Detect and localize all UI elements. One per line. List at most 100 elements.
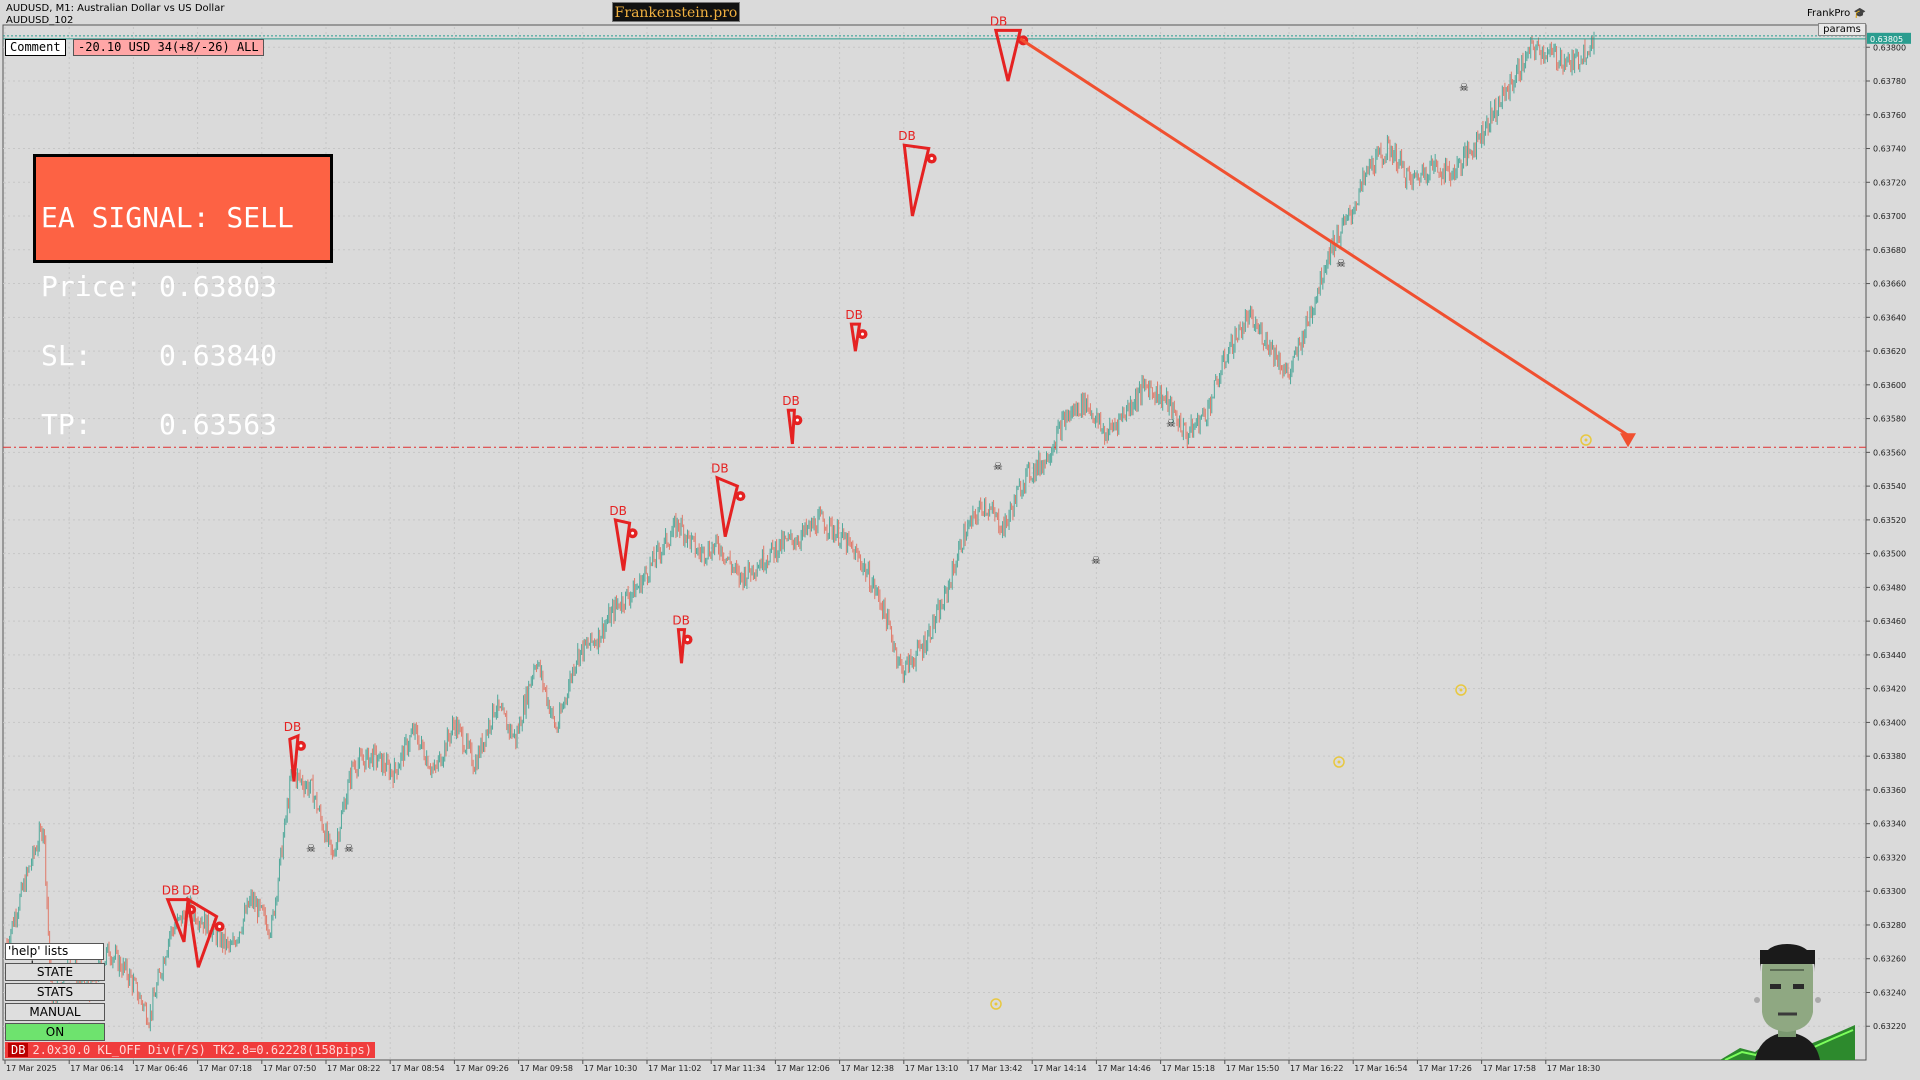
x-tick-label: 17 Mar 06:14	[70, 1064, 123, 1073]
y-tick-label: 0.63500	[1873, 550, 1906, 559]
price-axis: 0.63800 0.63780 0.63760 0.63740 0.63720 0.637…	[1866, 43, 1906, 1031]
db-label: DB	[898, 129, 915, 143]
y-tick-label: 0.63720	[1873, 178, 1906, 187]
ea-signal-panel: EA SIGNAL: SELL Price: 0.63803 SL: 0.638…	[33, 154, 333, 439]
skull-icon: ☠	[993, 460, 1003, 473]
x-tick-label: 17 Mar 12:38	[841, 1064, 894, 1073]
y-tick-label: 0.63580	[1873, 415, 1906, 424]
y-tick-label: 0.63460	[1873, 617, 1906, 626]
y-tick-label: 0.63800	[1873, 43, 1906, 52]
y-tick-label: 0.63480	[1873, 583, 1906, 592]
db-pattern-triangle	[849, 322, 862, 352]
status-tag: DB	[8, 1043, 29, 1057]
brand-logo-text[interactable]: Frankenstein.pro	[612, 2, 740, 22]
frankenstein-mascot-icon	[1720, 944, 1855, 1060]
manual-button[interactable]: MANUAL	[5, 1003, 105, 1021]
y-tick-label: 0.63640	[1873, 313, 1906, 322]
sell-signal-dot-core	[686, 638, 690, 642]
skull-icon: ☠	[1091, 554, 1101, 567]
sell-signal-dot-core	[738, 494, 742, 498]
db-label: DB	[845, 308, 862, 322]
current-price-label: 0.63805	[1870, 35, 1903, 44]
x-tick-label: 17 Mar 18:30	[1547, 1064, 1600, 1073]
y-tick-label: 0.63620	[1873, 347, 1906, 356]
skull-icon: ☠	[306, 842, 316, 855]
sell-signal-dot-core	[795, 418, 799, 422]
params-button[interactable]: params	[1818, 23, 1866, 36]
stats-button[interactable]: STATS	[5, 983, 105, 1001]
x-tick-label: 17 Mar 14:46	[1097, 1064, 1150, 1073]
x-tick-label: 17 Mar 07:50	[263, 1064, 316, 1073]
x-tick-label: 17 Mar 09:26	[455, 1064, 508, 1073]
x-tick-label: 17 Mar 16:22	[1290, 1064, 1343, 1073]
x-tick-label: 17 Mar 06:46	[134, 1064, 187, 1073]
help-hint: 'help' lists cmds	[5, 943, 104, 973]
db-pattern-triangle	[715, 475, 740, 538]
sell-signal-dot-core	[861, 332, 865, 336]
y-tick-label: 0.63560	[1873, 448, 1906, 457]
target-circle-icon	[1333, 756, 1345, 768]
plot-frame	[2, 24, 1867, 1061]
sell-signal-dot-core	[299, 744, 303, 748]
y-tick-label: 0.63660	[1873, 280, 1906, 289]
x-tick-label: 17 Mar 11:34	[712, 1064, 765, 1073]
db-label: DB	[711, 462, 728, 476]
x-tick-label: 17 Mar 13:42	[969, 1064, 1022, 1073]
chart-markers: ☠ ☠ ☠ ☠ ☠ ☠ ☠	[306, 81, 1592, 1010]
comment-label: Comment	[5, 39, 66, 56]
y-tick-label: 0.63760	[1873, 111, 1906, 120]
x-tick-label: 17 Mar 14:14	[1033, 1064, 1086, 1073]
profile-name: FrankPro 🎓	[1807, 8, 1866, 19]
y-tick-label: 0.63740	[1873, 145, 1906, 154]
y-tick-label: 0.63440	[1873, 651, 1906, 660]
status-bar: DB 2.0x30.0 KL_OFF Div(F/S) TK2.8=0.62228…	[5, 1042, 376, 1058]
db-label: DB	[182, 884, 199, 898]
y-tick-label: 0.63700	[1873, 212, 1906, 221]
x-tick-label: 17 Mar 2025	[6, 1064, 57, 1073]
comment-value: -20.10 USD 34(+8/-26) ALL	[73, 39, 264, 56]
skull-icon: ☠	[1459, 81, 1469, 94]
y-tick-label: 0.63400	[1873, 718, 1906, 727]
y-tick-label: 0.63360	[1873, 786, 1906, 795]
state-button[interactable]: STATE	[5, 963, 105, 981]
x-tick-label: 17 Mar 08:54	[391, 1064, 444, 1073]
y-tick-label: 0.63280	[1873, 921, 1906, 930]
x-tick-label: 17 Mar 15:18	[1162, 1064, 1215, 1073]
chart-lines: 0.63805	[3, 32, 1911, 448]
time-axis: 17 Mar 2025 17 Mar 06:14 17 Mar 06:46 17 Ma…	[4, 1060, 1600, 1073]
current-price-tag	[1867, 32, 1911, 44]
x-tick-label: 17 Mar 09:58	[520, 1064, 573, 1073]
sell-arrow-shaft	[1019, 37, 1629, 437]
skull-icon: ☠	[344, 842, 354, 855]
target-dot	[994, 1002, 998, 1006]
skull-icon: ☠	[1166, 417, 1176, 430]
db-pattern-triangle	[786, 408, 796, 445]
sell-signal-dot-core	[930, 157, 934, 161]
signal-sl: SL: 0.63840	[41, 339, 278, 372]
symbol-title: AUDUSD, M1: Australian Dollar vs US Doll…	[6, 3, 225, 14]
on-toggle-button[interactable]: ON	[5, 1023, 105, 1041]
db-label: DB	[162, 884, 179, 898]
y-tick-label: 0.63320	[1873, 853, 1906, 862]
sell-signal-dot-core	[218, 925, 222, 929]
target-dot	[1459, 688, 1463, 692]
db-pattern-triangle	[993, 28, 1023, 82]
db-label: DB	[672, 614, 689, 628]
db-label: DB	[284, 720, 301, 734]
y-tick-label: 0.63540	[1873, 482, 1906, 491]
target-dot	[1337, 760, 1341, 764]
signal-price: Price: 0.63803	[41, 270, 278, 303]
db-pattern-triangle	[186, 896, 219, 968]
y-tick-label: 0.63520	[1873, 516, 1906, 525]
x-tick-label: 17 Mar 13:10	[905, 1064, 958, 1073]
y-tick-label: 0.63680	[1873, 246, 1906, 255]
y-tick-label: 0.63420	[1873, 685, 1906, 694]
db-pattern-triangle	[288, 733, 300, 782]
x-tick-label: 17 Mar 08:22	[327, 1064, 380, 1073]
target-circle-icon	[1580, 434, 1592, 446]
status-text: 2.0x30.0 KL_OFF Div(F/S) TK2.8=0.62228(1…	[32, 1043, 373, 1057]
x-tick-label: 17 Mar 17:58	[1483, 1064, 1536, 1073]
x-tick-label: 17 Mar 16:54	[1354, 1064, 1407, 1073]
